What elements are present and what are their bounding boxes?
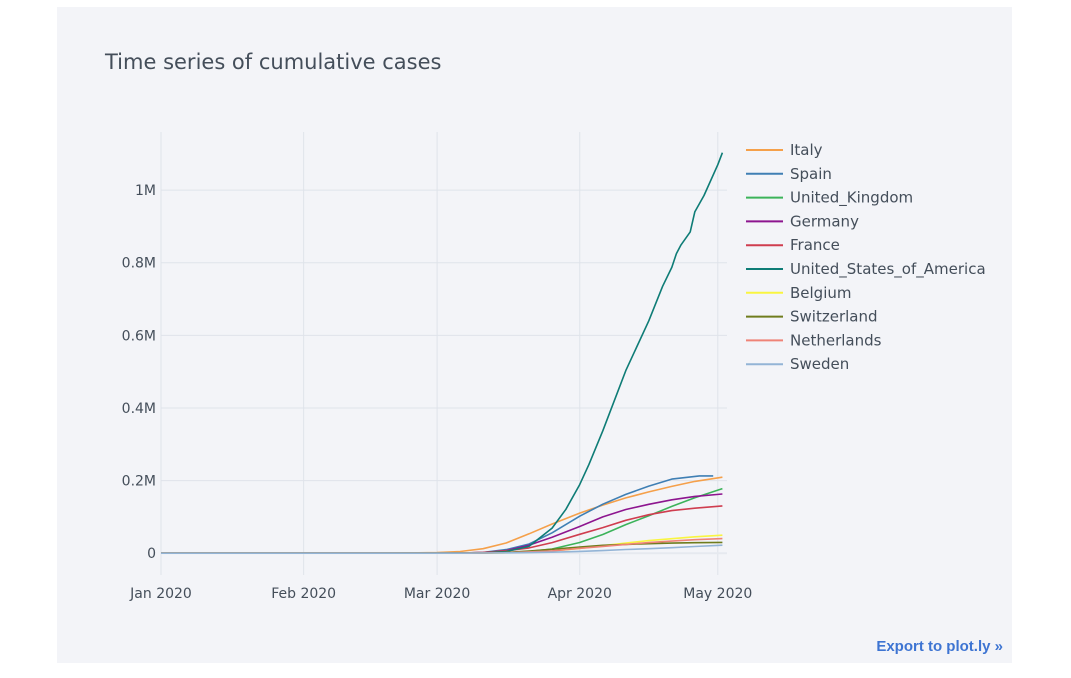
legend-label: United_Kingdom [790, 189, 913, 208]
legend-item-france[interactable]: France [746, 236, 840, 254]
series-line-netherlands[interactable] [161, 537, 723, 555]
gridlines [160, 132, 727, 575]
series-line-united-states-of-america[interactable] [161, 152, 724, 555]
legend-label: Sweden [790, 355, 849, 373]
series-line-italy[interactable] [161, 476, 723, 555]
x-tick-label: Apr 2020 [548, 586, 612, 602]
y-tick-label: 0 [147, 546, 156, 562]
y-tick-label: 0.2M [122, 474, 156, 490]
legend-label: France [790, 236, 840, 254]
y-tick-label: 1M [135, 183, 156, 199]
x-tick-label: Jan 2020 [129, 586, 192, 602]
export-to-plotly-link[interactable]: Export to plot.ly » [876, 638, 1003, 655]
legend-item-netherlands[interactable]: Netherlands [746, 331, 882, 349]
y-tick-label: 0.4M [122, 401, 156, 417]
legend-item-spain[interactable]: Spain [746, 165, 832, 183]
legend-item-germany[interactable]: Germany [746, 212, 859, 230]
x-tick-label: May 2020 [683, 586, 752, 602]
legend-label: Netherlands [790, 331, 882, 349]
legend-label: Italy [790, 141, 823, 159]
x-tick-label: Feb 2020 [271, 586, 336, 602]
legend-item-united-states-of-america[interactable]: United_States_of_America [746, 260, 986, 279]
chart: Time series of cumulative cases Jan 2020… [104, 50, 986, 602]
legend-item-switzerland[interactable]: Switzerland [746, 308, 878, 326]
legend-label: Germany [790, 212, 859, 230]
series-lines [160, 152, 724, 555]
x-tick-label: Mar 2020 [404, 586, 471, 602]
legend-label: Spain [790, 165, 832, 183]
legend-label: Belgium [790, 284, 852, 302]
legend-label: Switzerland [790, 308, 878, 326]
legend[interactable]: Italy Spain United_Kingdom Germany France Uni… [746, 141, 986, 373]
legend-label: United_States_of_America [790, 260, 986, 279]
legend-item-belgium[interactable]: Belgium [746, 284, 852, 302]
legend-item-sweden[interactable]: Sweden [746, 355, 849, 373]
chart-container: Time series of cumulative cases Jan 2020… [57, 7, 1012, 663]
series-line-france[interactable] [161, 505, 723, 555]
chart-title: Time series of cumulative cases [104, 50, 441, 74]
axes: Jan 2020 Feb 2020 Mar 2020 Apr 2020 May 2020… [122, 183, 753, 602]
legend-item-united-kingdom[interactable]: United_Kingdom [746, 189, 913, 208]
legend-item-italy[interactable]: Italy [746, 141, 823, 159]
y-tick-label: 0.8M [122, 256, 156, 272]
series-line-sweden[interactable] [161, 544, 723, 555]
y-tick-label: 0.6M [122, 328, 156, 344]
